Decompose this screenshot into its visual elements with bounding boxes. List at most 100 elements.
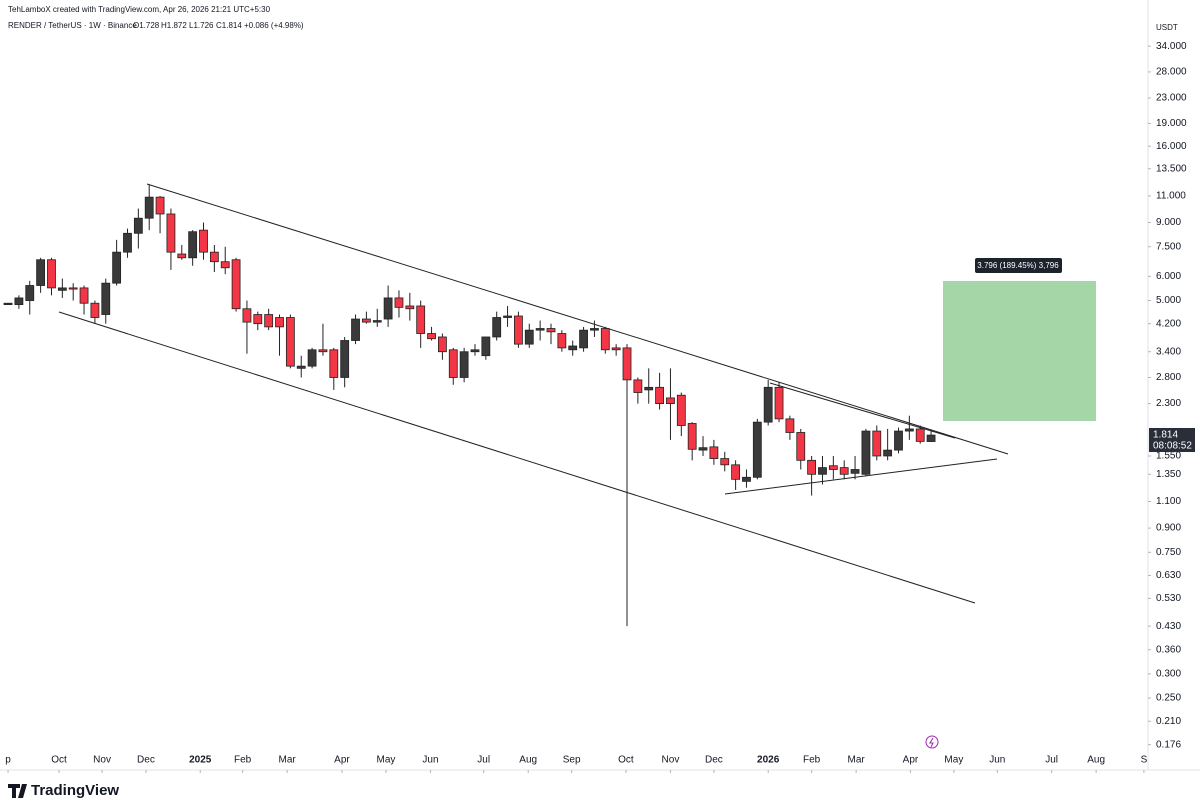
candle-body-down	[676, 394, 686, 426]
candle-body-down	[600, 328, 610, 351]
target-zone	[943, 281, 1096, 421]
candle-body-down	[427, 333, 436, 340]
candle-body-down	[166, 213, 176, 253]
x-tick-label: 2026	[757, 755, 780, 766]
y-tick-label: 0.430	[1156, 621, 1181, 632]
candle-body-down	[285, 317, 295, 367]
y-tick-label: 0.750	[1156, 547, 1181, 558]
brand: TradingView	[31, 782, 119, 799]
y-tick-label: 1.100	[1156, 496, 1181, 507]
candle-body-up	[340, 340, 350, 378]
y-tick-label: 3.400	[1156, 346, 1181, 357]
candle-body-down	[872, 430, 882, 457]
candle-body-down	[79, 287, 89, 304]
candle-body-down	[785, 418, 795, 433]
candle-body-up	[101, 282, 111, 315]
candle-body-up	[470, 349, 480, 353]
candle-body-up	[644, 386, 654, 391]
candle-body-down	[155, 196, 165, 215]
y-tick-label: 6.000	[1156, 271, 1181, 282]
candle-body-up	[894, 430, 903, 451]
candle-body-down	[438, 336, 447, 353]
last-price-label: 1.814	[1153, 430, 1178, 441]
trend-line	[724, 458, 998, 495]
candle-body-down	[275, 317, 284, 328]
candle-body-down	[796, 432, 806, 461]
candle-body-up	[861, 430, 871, 475]
candle-body-up	[698, 447, 708, 451]
x-tick-label: Aug	[519, 755, 537, 766]
candle-body-up	[383, 297, 393, 320]
x-tick-label: Jul	[1045, 755, 1058, 766]
x-tick-label: Aug	[1087, 755, 1105, 766]
candle-body-down	[242, 308, 252, 323]
x-tick-label: Apr	[334, 755, 350, 766]
candle-body-down	[828, 465, 838, 470]
x-tick-label: Mar	[279, 755, 297, 766]
candle-body-up	[904, 428, 914, 432]
candle-body-down	[839, 467, 849, 475]
candle-body-down	[774, 386, 784, 420]
x-tick-label: Sep	[563, 755, 581, 766]
candle-body-up	[25, 285, 35, 301]
y-tick-label: 0.210	[1156, 716, 1181, 727]
y-tick-label: 1.350	[1156, 469, 1181, 480]
candle-body-down	[264, 314, 274, 328]
plot-area	[3, 183, 1096, 627]
currency: USDT	[1156, 23, 1178, 32]
x-tick-label: 2025	[189, 755, 212, 766]
candle-body-down	[720, 458, 730, 466]
ohlc-low: L1.726	[189, 21, 214, 30]
candle-body-down	[633, 379, 643, 393]
candle-body-up	[590, 328, 599, 331]
candle-body-up	[3, 302, 13, 305]
candle-body-down	[709, 446, 719, 459]
x-tick-label: Dec	[137, 755, 155, 766]
candle-body-up	[926, 434, 936, 442]
x-tick-label: Jun	[422, 755, 438, 766]
candle-body-down	[199, 229, 208, 253]
candle-body-down	[253, 314, 263, 325]
x-tick-label: Jun	[989, 755, 1005, 766]
candle-body-down	[209, 251, 219, 263]
candle-body-down	[47, 259, 56, 289]
candle-body-up	[481, 336, 491, 357]
y-tick-label: 2.300	[1156, 398, 1181, 409]
x-tick-label: Feb	[234, 755, 252, 766]
y-tick-label: 23.000	[1156, 93, 1187, 104]
y-tick-label: 0.630	[1156, 570, 1181, 581]
candle-body-down	[448, 349, 458, 378]
candle-body-up	[524, 329, 534, 345]
event-icon-bolt	[929, 737, 934, 748]
y-tick-label: 11.000	[1156, 191, 1186, 202]
candle-body-up	[503, 315, 512, 318]
candle-body-up	[459, 351, 469, 378]
candle-body-down	[687, 423, 697, 450]
ohlc-close: C1.814	[216, 21, 242, 30]
watermark: TehLamboX created with TradingView.com, …	[8, 5, 271, 14]
x-tick-label: p	[5, 755, 11, 766]
x-tick-label: S	[1141, 755, 1148, 766]
candle-body-up	[535, 328, 545, 331]
candle-body-down	[318, 349, 328, 353]
x-tick-label: Oct	[618, 755, 634, 766]
measure-box	[975, 258, 1062, 273]
event-icon[interactable]	[925, 735, 939, 749]
candle-body-down	[361, 318, 371, 323]
candle-body-up	[752, 421, 762, 478]
x-tick-label: Apr	[903, 755, 919, 766]
candle-body-up	[296, 365, 306, 369]
candle-body-down	[394, 297, 404, 308]
candle-body-down	[611, 347, 621, 351]
y-tick-label: 0.530	[1156, 593, 1181, 604]
y-tick-label: 0.176	[1156, 739, 1181, 750]
y-tick-label: 16.000	[1156, 141, 1187, 152]
candle-body-down	[546, 328, 556, 333]
y-tick-label: 7.500	[1156, 241, 1181, 252]
candle-body-up	[372, 320, 382, 323]
x-tick-label: May	[944, 755, 963, 766]
candle-body-down	[807, 459, 817, 475]
y-tick-label: 4.200	[1156, 318, 1181, 329]
candle-body-up	[351, 318, 360, 341]
